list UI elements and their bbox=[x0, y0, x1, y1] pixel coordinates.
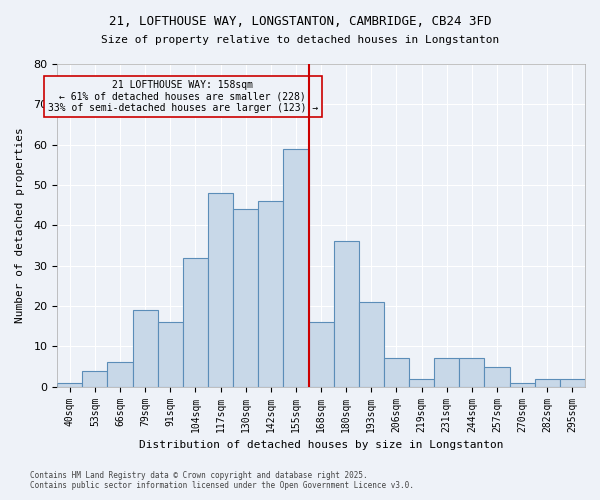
Bar bbox=[258, 201, 283, 386]
Bar bbox=[308, 322, 334, 386]
Bar bbox=[535, 378, 560, 386]
Bar bbox=[334, 242, 359, 386]
Bar bbox=[208, 193, 233, 386]
Bar bbox=[107, 362, 133, 386]
Text: 21 LOFTHOUSE WAY: 158sqm
← 61% of detached houses are smaller (228)
33% of semi-: 21 LOFTHOUSE WAY: 158sqm ← 61% of detach… bbox=[48, 80, 318, 114]
Bar bbox=[509, 382, 535, 386]
Y-axis label: Number of detached properties: Number of detached properties bbox=[15, 128, 25, 323]
Bar bbox=[484, 366, 509, 386]
Bar bbox=[57, 382, 82, 386]
Bar bbox=[359, 302, 384, 386]
Bar bbox=[434, 358, 460, 386]
X-axis label: Distribution of detached houses by size in Longstanton: Distribution of detached houses by size … bbox=[139, 440, 503, 450]
Bar bbox=[82, 370, 107, 386]
Bar bbox=[384, 358, 409, 386]
Text: Contains HM Land Registry data © Crown copyright and database right 2025.
Contai: Contains HM Land Registry data © Crown c… bbox=[30, 470, 414, 490]
Bar bbox=[183, 258, 208, 386]
Bar bbox=[158, 322, 183, 386]
Bar bbox=[133, 310, 158, 386]
Bar bbox=[460, 358, 484, 386]
Text: Size of property relative to detached houses in Longstanton: Size of property relative to detached ho… bbox=[101, 35, 499, 45]
Bar bbox=[233, 209, 258, 386]
Bar bbox=[409, 378, 434, 386]
Bar bbox=[560, 378, 585, 386]
Bar bbox=[283, 148, 308, 386]
Text: 21, LOFTHOUSE WAY, LONGSTANTON, CAMBRIDGE, CB24 3FD: 21, LOFTHOUSE WAY, LONGSTANTON, CAMBRIDG… bbox=[109, 15, 491, 28]
